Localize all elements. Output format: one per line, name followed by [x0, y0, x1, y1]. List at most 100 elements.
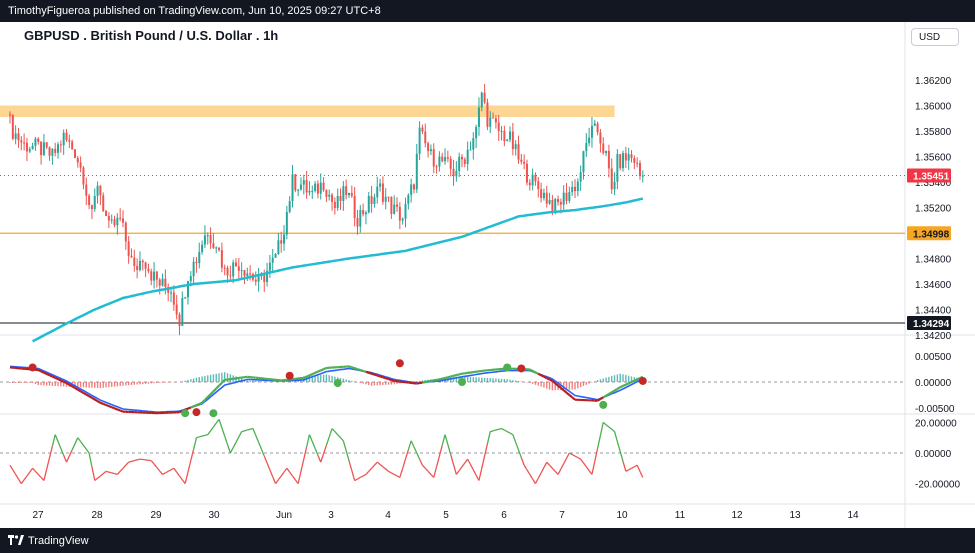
candle-body: [161, 278, 164, 286]
candle-body: [223, 267, 226, 269]
candle: [54, 142, 57, 157]
candle-body: [220, 250, 223, 268]
candle: [418, 121, 421, 160]
support-price-badge: 1.34998: [907, 226, 951, 241]
oscillator-line-segment: [204, 434, 208, 437]
candle: [308, 181, 311, 196]
candle: [596, 121, 599, 136]
oscillator-line-segment: [373, 461, 378, 466]
oscillator-line-segment: [534, 477, 539, 484]
macd-line-segment: [382, 376, 387, 380]
candle-body: [559, 202, 562, 205]
candle-body: [110, 219, 113, 221]
currency-button[interactable]: USD: [911, 28, 959, 46]
candle: [509, 126, 512, 143]
candle: [158, 277, 161, 295]
candle-body: [184, 297, 187, 299]
candle-body: [333, 201, 336, 209]
candle-body: [525, 163, 528, 183]
candle-body: [266, 270, 269, 282]
candle: [458, 152, 461, 177]
candle: [212, 233, 215, 249]
candle: [297, 188, 300, 197]
candle-body: [209, 235, 212, 244]
oscillator-line-segment: [85, 448, 90, 454]
oscillator-line-segment: [43, 468, 48, 481]
candle-body: [415, 153, 418, 190]
candle: [175, 295, 178, 320]
oscillator-line-segment: [345, 450, 350, 461]
candle: [367, 191, 370, 214]
candle: [42, 134, 45, 156]
candle: [105, 209, 108, 217]
candle-body: [113, 219, 116, 226]
candle: [167, 283, 170, 302]
brand-label: TradingView: [28, 535, 89, 547]
candle: [203, 225, 206, 248]
oscillator-tick-label: 0.00000: [915, 449, 952, 460]
oscillator-line-segment: [232, 441, 237, 448]
candle: [579, 165, 582, 191]
macd-line-segment: [206, 393, 212, 398]
candle: [62, 129, 65, 155]
candle: [427, 141, 430, 158]
oscillator-line-segment: [458, 466, 463, 471]
candle: [407, 193, 410, 210]
candle: [562, 185, 565, 211]
candle-body: [136, 265, 139, 271]
candle-body: [45, 142, 48, 148]
candle-body: [20, 140, 23, 143]
oscillator-line-segment: [365, 470, 370, 475]
oscillator-line-segment: [311, 441, 316, 449]
price-tick-label: 1.35800: [915, 127, 952, 138]
oscillator-line-segment: [65, 455, 70, 463]
candle: [432, 143, 435, 174]
oscillator-line-segment: [94, 477, 98, 482]
candle-body: [195, 261, 198, 264]
macd-line-segment: [534, 371, 539, 375]
oscillator-line-segment: [501, 427, 505, 431]
oscillator-line-segment: [506, 431, 511, 434]
candle-body: [607, 150, 610, 169]
macd-line-segment: [436, 378, 440, 382]
chart-canvas[interactable]: 1.36200 1.36000 1.35800 1.35600 1.35400 1.352…: [0, 22, 975, 528]
candle-body: [449, 158, 452, 169]
oscillator-line-segment: [540, 467, 545, 474]
candle: [14, 125, 17, 145]
candle-body: [147, 268, 150, 272]
candle-body: [133, 257, 136, 266]
candle-body: [124, 222, 127, 242]
candle-body: [57, 144, 60, 153]
crossover-dot: [503, 363, 512, 372]
oscillator-line-segment: [410, 440, 415, 448]
oscillator-line-segment: [314, 448, 319, 456]
macd-line-segment: [221, 379, 226, 384]
oscillator-line-segment: [212, 422, 217, 428]
macd-line-segment: [568, 394, 573, 399]
macd-line-segment: [354, 367, 358, 371]
oscillator-line-segment: [563, 458, 568, 465]
oscillator-line-segment: [210, 426, 214, 432]
candle: [283, 225, 286, 251]
crossover-dot: [517, 364, 526, 373]
candle: [122, 210, 124, 228]
time-tick-label: 30: [208, 510, 220, 521]
publisher-line: TimothyFigueroa published on TradingView…: [8, 5, 381, 17]
oscillator-line-segment: [77, 437, 82, 442]
macd-line-segment: [51, 375, 56, 379]
chart-frame[interactable]: 1.36200 1.36000 1.35800 1.35600 1.35400 1.352…: [0, 22, 975, 528]
candle: [45, 142, 48, 149]
candle: [370, 185, 373, 213]
candle-body: [585, 143, 588, 152]
candle: [71, 139, 74, 150]
candle-body: [263, 274, 266, 282]
moving-average-line: [32, 197, 644, 343]
candle: [274, 253, 277, 258]
candle: [268, 254, 271, 278]
oscillator-line-segment: [71, 443, 76, 451]
candle: [201, 240, 204, 255]
oscillator-line-segment: [48, 445, 54, 458]
candle-body: [506, 139, 509, 142]
crossover-dot: [209, 409, 218, 418]
candle: [130, 248, 133, 258]
